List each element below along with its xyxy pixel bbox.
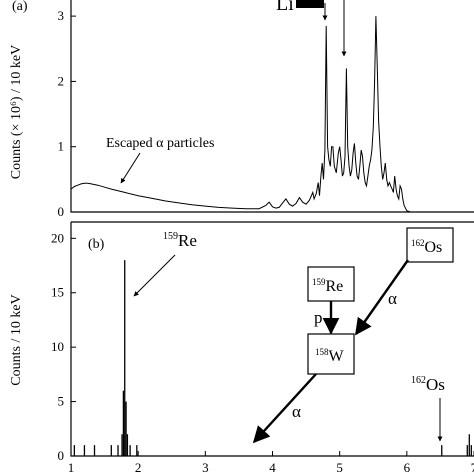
os162-box — [406, 227, 454, 263]
panel-b-x-tick-label: 3 — [202, 460, 209, 474]
w158-box — [307, 333, 355, 375]
alpha-spectrum-line — [70, 16, 474, 213]
decay-scheme: 162Os 159Re 158W α p α — [252, 227, 454, 444]
panel-b: 0 5 10 15 20 1 2 3 4 5 6 7 Counts / 10 keV (b) 159… — [9, 221, 474, 474]
panel-b-y-tick-label: 0 — [58, 448, 65, 463]
panel-b-y-tick-label: 20 — [51, 230, 64, 245]
panel-a-y-tick-label: 2 — [58, 73, 65, 88]
panel-a-axes — [70, 0, 474, 213]
panel-b-x-ticks: 1 2 3 4 5 6 7 — [68, 451, 474, 474]
escaped-alpha-annotation: Escaped α particles — [106, 136, 214, 151]
re159-peak-annotation: 159Re — [163, 231, 197, 250]
panel-b-y-tick-label: 10 — [51, 339, 64, 354]
w-out-label: α — [292, 402, 301, 421]
proton-spectrum-bars — [73, 260, 472, 456]
re159-box — [307, 266, 355, 302]
panel-a-y-tick-label: 0 — [58, 204, 65, 219]
panel-b-x-tick-label: 5 — [336, 460, 343, 474]
panel-a-y-axis-label: Counts (× 10⁶) / 10 keV — [9, 45, 24, 180]
panel-a-label: (a) — [12, 0, 28, 14]
os162-peak-annotation: 162Os — [411, 375, 445, 394]
panel-b-x-tick-label: 1 — [68, 460, 75, 474]
panel-b-y-tick-label: 15 — [51, 285, 64, 300]
li-annotation: Li — [276, 0, 294, 15]
w158-box-label: 158W — [315, 347, 345, 365]
panel-a-y-tick-label: 3 — [58, 8, 65, 23]
panel-b-y-ticks: 0 5 10 15 20 — [51, 230, 76, 463]
panel-a: 0 1 2 3 Counts (× 10⁶) / 10 keV (a) Escaped… — [9, 0, 474, 219]
os-to-w-arrow — [355, 259, 409, 336]
os162-box-label: 162Os — [411, 238, 442, 256]
re-to-w-label: p — [314, 308, 323, 327]
panel-b-x-tick-label: 7 — [471, 460, 474, 474]
panel-a-y-ticks: 0 1 2 3 — [58, 8, 76, 219]
panel-b-x-tick-label: 6 — [404, 460, 411, 474]
re159-peak-arrow — [133, 254, 176, 297]
escaped-alpha-arrow — [120, 152, 141, 184]
panel-b-label: (b) — [88, 237, 105, 252]
li-label-marker — [296, 0, 324, 8]
panel-b-y-tick-label: 5 — [58, 394, 65, 409]
panel-b-x-tick-label: 2 — [135, 460, 142, 474]
re159-box-label: 159Re — [312, 277, 343, 295]
w-out-arrow — [252, 373, 317, 444]
os-to-w-label: α — [388, 289, 397, 308]
panel-b-x-tick-label: 4 — [269, 460, 276, 474]
panel-b-y-axis-label: Counts / 10 keV — [9, 294, 24, 385]
panel-a-y-tick-label: 1 — [58, 139, 65, 154]
